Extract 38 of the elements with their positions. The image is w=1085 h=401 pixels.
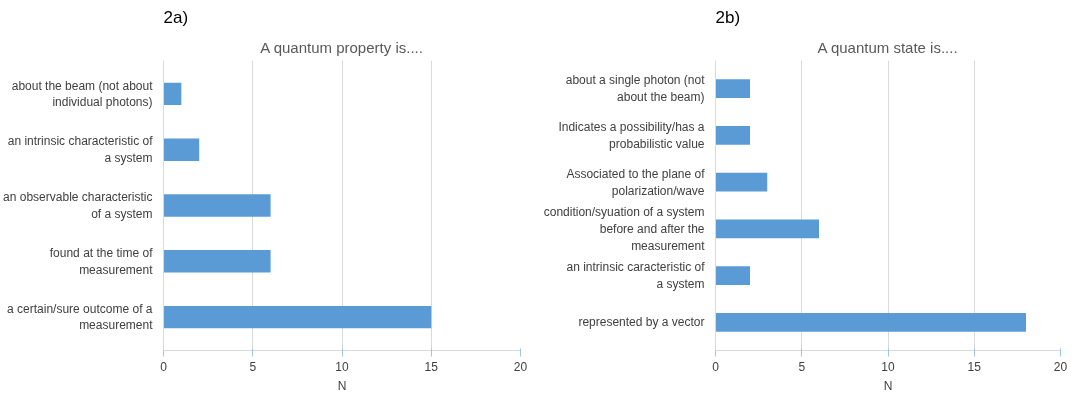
bar — [715, 172, 768, 192]
bar — [163, 305, 432, 329]
y-tick-label: Indicates a possibility/has a probabilistic value — [558, 119, 705, 151]
chart-title: A quantum property is.... — [260, 38, 423, 56]
y-tick-label: represented by a vector — [578, 315, 705, 330]
bar — [163, 82, 182, 106]
bar — [715, 313, 1026, 332]
y-tick-label: an intrinsic characteristic of a system — [7, 134, 154, 166]
bar — [163, 250, 271, 273]
x-tick-label: 10 — [881, 359, 895, 374]
y-tick-label: an observable characteristic of a system — [3, 190, 153, 221]
y-tick-label: Associated to the plane of polarization/wave — [566, 166, 706, 198]
x-axis-title: N — [883, 378, 893, 393]
chart-title: A quantum state is.... — [817, 38, 958, 56]
text: 2b) — [715, 7, 741, 27]
x-tick-label: 10 — [335, 359, 349, 374]
text: 2a) — [163, 7, 189, 27]
y-tick-label: about a single photon (not about the beam) — [565, 73, 706, 104]
y-tick-label: a certain/sure outcome of a measurement — [7, 301, 154, 333]
bar — [715, 266, 750, 286]
x-tick-label: 5 — [798, 359, 806, 374]
y-tick-label: about the beam (not about individual photons) — [11, 78, 154, 110]
bar — [715, 219, 819, 239]
x-tick-label: 15 — [424, 359, 439, 374]
y-tick-label: condition/syuation of a system before and after the measurement — [543, 205, 706, 253]
y-tick-label: an intrinsic caracteristic of a system — [566, 260, 706, 292]
x-tick-label: 15 — [967, 359, 982, 374]
x-tick-label: 20 — [1053, 359, 1068, 374]
x-tick-label: 0 — [712, 359, 720, 374]
x-tick-label: 20 — [513, 359, 528, 374]
bar — [163, 138, 200, 161]
bar — [715, 79, 750, 98]
x-tick-label: 0 — [160, 359, 168, 374]
x-tick-label: 5 — [249, 359, 257, 374]
bar — [715, 125, 750, 145]
bar — [163, 194, 271, 217]
y-tick-label: found at the time of measurement — [49, 245, 154, 277]
x-axis-title: N — [337, 378, 347, 393]
